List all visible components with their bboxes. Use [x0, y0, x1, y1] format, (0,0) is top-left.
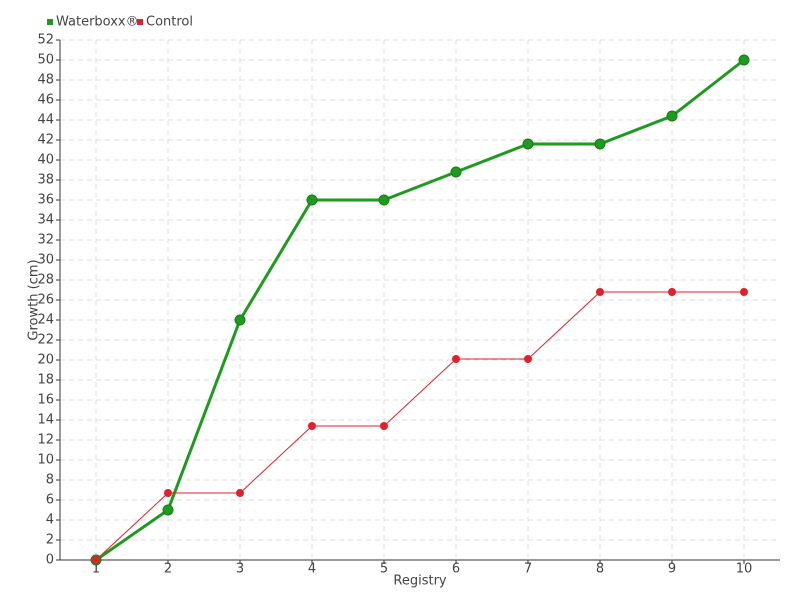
- data-point: [236, 489, 244, 497]
- y-tick-label: 18: [37, 373, 54, 388]
- legend-label: Control: [146, 15, 193, 30]
- x-tick-label: 6: [452, 562, 460, 577]
- y-tick-label: 36: [37, 193, 54, 208]
- y-tick-label: 26: [37, 293, 54, 308]
- y-tick-label: 0: [46, 553, 54, 568]
- data-point: [740, 288, 748, 296]
- data-point: [666, 110, 678, 122]
- y-tick-label: 28: [37, 273, 54, 288]
- legend-label: Waterboxx®: [56, 15, 139, 30]
- y-tick-label: 20: [37, 353, 54, 368]
- data-point: [668, 288, 676, 296]
- y-tick-label: 44: [37, 113, 54, 128]
- data-point: [162, 504, 174, 516]
- data-point: [594, 138, 606, 150]
- y-tick-label: 10: [37, 453, 54, 468]
- data-point: [92, 556, 100, 564]
- y-tick-label: 52: [37, 33, 54, 48]
- data-point: [596, 288, 604, 296]
- data-point: [450, 166, 462, 178]
- y-tick-label: 2: [46, 533, 54, 548]
- data-point: [308, 422, 316, 430]
- x-tick-label: 3: [236, 562, 244, 577]
- y-tick-label: 42: [37, 133, 54, 148]
- y-tick-label: 30: [37, 253, 54, 268]
- y-tick-label: 46: [37, 93, 54, 108]
- x-tick-label: 5: [380, 562, 388, 577]
- y-tick-label: 16: [37, 393, 54, 408]
- series-line: [95, 58, 745, 562]
- legend-swatch: [137, 19, 143, 25]
- x-tick-label: 7: [524, 562, 532, 577]
- x-axis-label: Registry: [393, 574, 447, 589]
- legend-swatch: [47, 19, 53, 25]
- data-point: [234, 314, 246, 326]
- y-tick-label: 50: [37, 53, 54, 68]
- y-tick-label: 8: [46, 473, 54, 488]
- x-tick-label: 2: [164, 562, 172, 577]
- y-tick-label: 22: [37, 333, 54, 348]
- data-point: [378, 194, 390, 206]
- y-tick-label: 34: [37, 213, 54, 228]
- x-tick-label: 8: [596, 562, 604, 577]
- y-tick-label: 48: [37, 73, 54, 88]
- y-tick-label: 38: [37, 173, 54, 188]
- x-tick-label: 9: [668, 562, 676, 577]
- data-point: [452, 355, 460, 363]
- y-tick-label: 4: [46, 513, 54, 528]
- data-point: [164, 489, 172, 497]
- x-tick-label: 1: [92, 562, 100, 577]
- y-tick-label: 14: [37, 413, 54, 428]
- y-tick-label: 12: [37, 433, 54, 448]
- y-tick-label: 32: [37, 233, 54, 248]
- data-point: [738, 54, 750, 66]
- series-line: [95, 291, 744, 561]
- x-tick-label: 4: [308, 562, 316, 577]
- data-point: [306, 194, 318, 206]
- data-point: [522, 138, 534, 150]
- y-tick-label: 6: [46, 493, 54, 508]
- y-tick-label: 24: [37, 313, 54, 328]
- y-tick-label: 40: [37, 153, 54, 168]
- data-point: [380, 422, 388, 430]
- x-tick-label: 10: [736, 562, 753, 577]
- y-axis-label: Growth (cm): [27, 259, 42, 340]
- data-point: [524, 355, 532, 363]
